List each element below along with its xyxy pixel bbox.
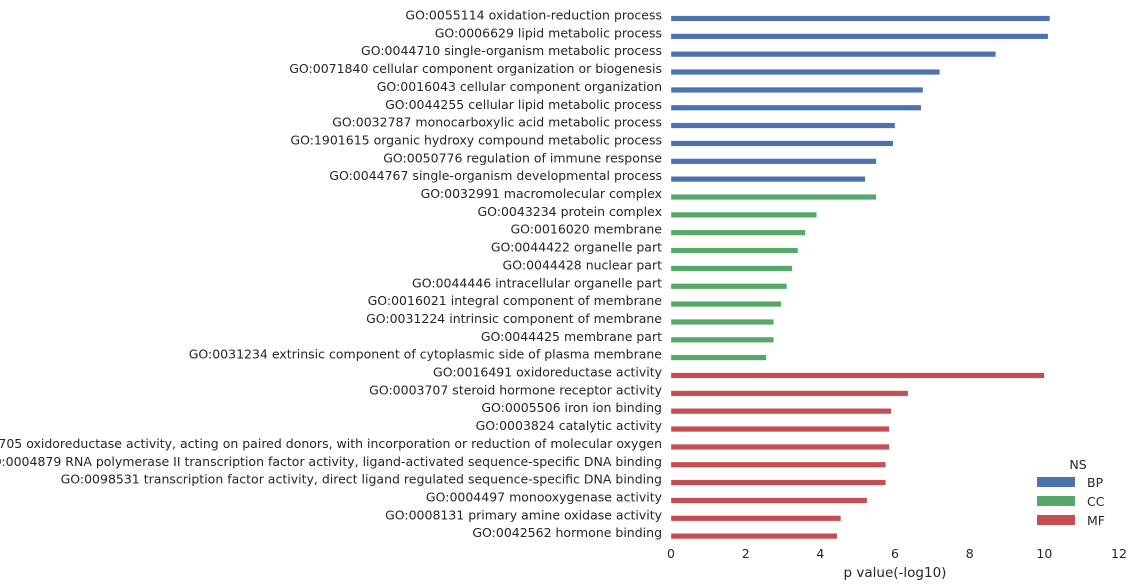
category-label: GO:0044446 intracellular organelle part	[412, 275, 662, 290]
bar-mf	[670, 443, 890, 450]
bar-cc	[670, 301, 782, 308]
x-tick-label: 8	[966, 546, 974, 561]
category-label: GO:0016020 membrane	[510, 222, 662, 237]
x-tick-label: 2	[742, 546, 750, 561]
x-tick-label: 6	[891, 546, 899, 561]
bar-mf	[670, 408, 892, 415]
x-tick-label: 4	[816, 546, 824, 561]
legend-swatch-bp	[1037, 477, 1075, 487]
bar-cc	[670, 336, 774, 343]
category-label: GO:0044255 cellular lipid metabolic proc…	[385, 97, 662, 112]
category-label: GO:0003824 catalytic activity	[476, 418, 663, 433]
bar-bp	[670, 176, 866, 183]
category-label: GO:0004879 RNA polymerase II transcripti…	[0, 454, 662, 469]
category-label: GO:0098531 transcription factor activity…	[61, 472, 662, 487]
category-label: GO:0042562 hormone binding	[472, 525, 662, 540]
legend-swatch-cc	[1037, 496, 1075, 506]
bar-bp	[670, 104, 922, 111]
category-label: GO:0044422 organelle part	[491, 240, 662, 255]
x-axis-label: p value(-log10)	[844, 565, 947, 581]
category-label: GO:0016491 oxidoreductase activity	[433, 365, 663, 380]
bar-mf	[670, 461, 886, 468]
category-label: GO:0044767 single-organism developmental…	[329, 168, 662, 183]
category-label: GO:0055114 oxidation-reduction process	[405, 8, 662, 23]
bars-layer	[670, 15, 1051, 540]
legend-label-cc: CC	[1087, 494, 1105, 509]
bar-bp	[670, 87, 924, 93]
bar-mf	[670, 533, 838, 540]
x-tick-label: 10	[1036, 546, 1052, 561]
bar-cc	[670, 247, 799, 254]
bar-cc	[670, 194, 877, 200]
bar-cc	[670, 283, 787, 290]
bar-mf	[670, 390, 909, 397]
bar-bp	[670, 33, 1049, 40]
category-label: GO:0044428 nuclear part	[503, 257, 663, 272]
bar-cc	[670, 319, 774, 325]
legend-items: BP CC MF	[1037, 475, 1105, 528]
legend: NS BP CC MF	[1037, 457, 1105, 528]
category-label: GO:0016705 oxidoreductase activity, acti…	[0, 436, 662, 451]
category-label: GO:0004497 monooxygenase activity	[426, 489, 663, 504]
bar-bp	[670, 140, 894, 147]
bar-mf	[670, 497, 868, 504]
bar-bp	[670, 51, 996, 58]
bar-mf	[670, 515, 842, 522]
bar-cc	[670, 211, 817, 218]
category-label: GO:1901615 organic hydroxy compound meta…	[290, 132, 662, 147]
bar-cc	[670, 265, 793, 272]
x-tick-label: 12	[1111, 546, 1127, 561]
bar-bp	[670, 122, 896, 129]
category-label: GO:0032991 macromolecular complex	[421, 186, 662, 201]
category-labels: GO:0055114 oxidation-reduction process GO…	[0, 8, 663, 541]
legend-title: NS	[1069, 457, 1086, 472]
bar-mf	[670, 426, 890, 432]
bar-cc	[670, 229, 806, 236]
category-label: GO:0044425 membrane part	[481, 329, 662, 344]
bar-cc	[670, 354, 767, 361]
category-label: GO:0071840 cellular component organizati…	[289, 61, 662, 76]
category-label: GO:0031234 extrinsic component of cytopl…	[189, 347, 663, 362]
category-label: GO:0006629 lipid metabolic process	[435, 25, 662, 40]
category-label: GO:0050776 regulation of immune response	[383, 150, 662, 165]
legend-label-mf: MF	[1087, 513, 1105, 528]
legend-label-bp: BP	[1087, 475, 1104, 490]
category-label: GO:0005506 iron ion binding	[481, 400, 662, 415]
category-label: GO:0008131 primary amine oxidase activit…	[385, 507, 663, 522]
legend-swatch-mf	[1037, 515, 1075, 525]
bar-bp	[670, 158, 877, 165]
bar-mf	[670, 479, 886, 486]
category-label: GO:0016043 cellular component organizati…	[377, 79, 662, 94]
category-label: GO:0044710 single-organism metabolic pro…	[361, 43, 662, 58]
category-label: GO:0003707 steroid hormone receptor acti…	[369, 382, 662, 397]
bar-mf	[670, 372, 1045, 379]
bar-bp	[670, 69, 940, 75]
bar-bp	[670, 15, 1051, 22]
category-label: GO:0043234 protein complex	[477, 204, 662, 219]
x-axis-ticks: 0 2 4 6 8 10 12	[667, 546, 1127, 561]
category-label: GO:0016021 integral component of membran…	[368, 293, 663, 308]
category-label: GO:0031224 intrinsic component of membra…	[366, 311, 662, 326]
category-label: GO:0032787 monocarboxylic acid metabolic…	[332, 115, 662, 130]
x-tick-label: 0	[667, 546, 675, 561]
